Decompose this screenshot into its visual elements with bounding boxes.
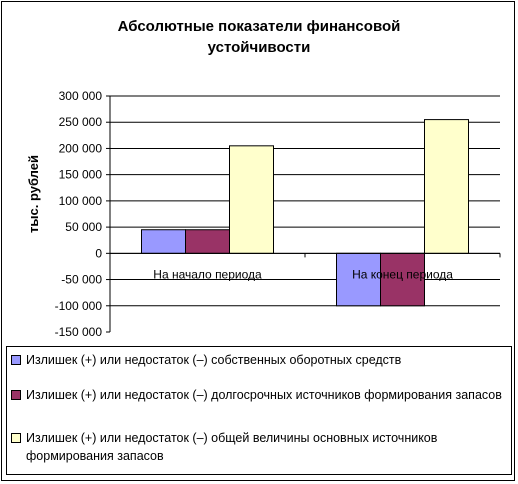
chart-plot: 300 000 250 000 200 000 150 000 100 000 50 00…	[26, 89, 501, 339]
legend-label-total-sources: Излишек (+) или недостаток (–) общей вел…	[26, 431, 438, 463]
bar	[185, 229, 230, 254]
legend-item-own-working-capital: Излишек (+) или недостаток (–) собственн…	[11, 351, 507, 369]
legend-swatch-long-term-sources	[11, 390, 21, 400]
x-category-label: На начало периода	[153, 267, 262, 281]
chart-title-line-1: Абсолютные показатели финансовой	[117, 18, 401, 35]
y-tick-label: 100 000	[59, 194, 103, 208]
legend-label-own-working-capital: Излишек (+) или недостаток (–) собственн…	[26, 353, 402, 367]
bar	[229, 145, 274, 254]
legend-item-total-sources: Излишек (+) или недостаток (–) общей вел…	[11, 429, 507, 465]
chart-title-line-2: устойчивости	[207, 39, 311, 56]
y-tick-label: 150 000	[59, 168, 103, 182]
bar	[336, 252, 381, 307]
bar	[380, 252, 425, 307]
y-tick-label: 300 000	[59, 89, 103, 103]
chart-legend: Излишек (+) или недостаток (–) собственн…	[6, 346, 512, 475]
legend-item-long-term-sources: Излишек (+) или недостаток (–) долгосроч…	[11, 386, 507, 404]
y-tick-label: -50 000	[61, 273, 102, 287]
chart-title: Абсолютные показатели финансовой устойчи…	[0, 16, 518, 58]
legend-label-long-term-sources: Излишек (+) или недостаток (–) долгосроч…	[26, 388, 502, 402]
y-tick-label: -100 000	[55, 299, 103, 313]
y-tick-label: 200 000	[59, 141, 103, 155]
y-tick-label: 0	[95, 246, 102, 260]
y-tick-label: 250 000	[59, 115, 103, 129]
y-axis-title: тыс. рублей	[26, 155, 41, 233]
bar	[141, 229, 186, 254]
y-tick-label: 50 000	[65, 220, 102, 234]
legend-swatch-total-sources	[11, 433, 21, 443]
y-tick-label: -150 000	[55, 325, 103, 339]
legend-swatch-own-working-capital	[11, 355, 21, 365]
bar	[424, 119, 469, 254]
x-category-label: На конец периода	[352, 267, 453, 281]
